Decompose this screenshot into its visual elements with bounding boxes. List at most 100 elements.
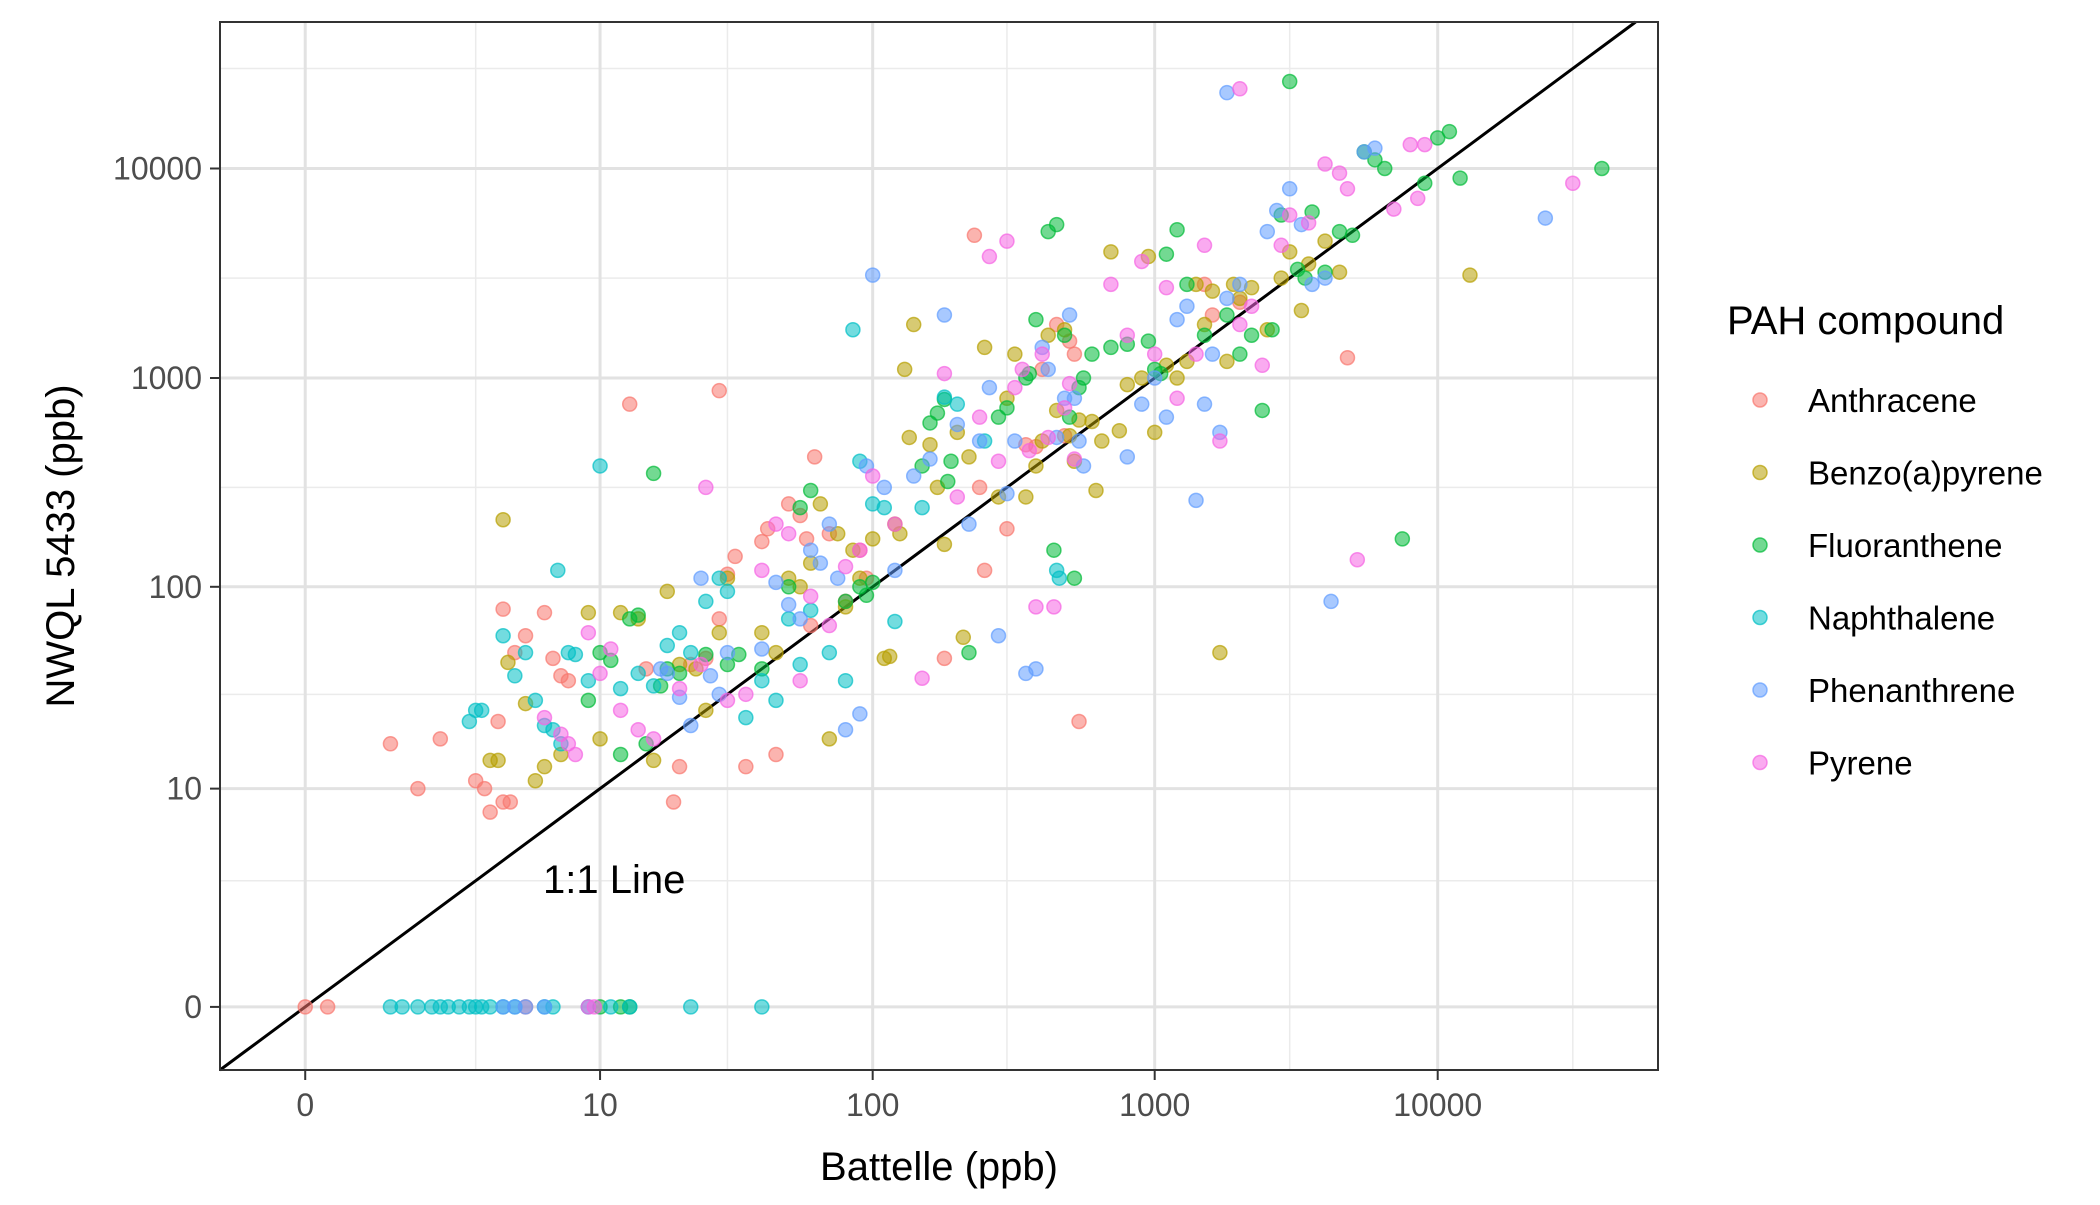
data-point	[1196, 396, 1213, 412]
data-point	[603, 641, 619, 657]
data-point	[1300, 215, 1317, 231]
legend-title: PAH compound	[1727, 299, 2004, 343]
data-point	[922, 451, 938, 467]
data-point	[1051, 570, 1068, 586]
y-tick-label: 0	[184, 989, 202, 1025]
data-point	[940, 473, 956, 490]
data-point	[955, 629, 972, 646]
data-point	[727, 548, 743, 565]
data-point	[754, 562, 770, 579]
data-point	[621, 999, 638, 1015]
plot-panel-border	[219, 21, 1659, 1071]
data-point	[1394, 531, 1411, 547]
x-tick-label: 10000	[1393, 1087, 1482, 1123]
data-point	[711, 611, 728, 627]
data-point	[738, 758, 754, 775]
data-point	[517, 999, 534, 1015]
series-phenanthrene	[495, 84, 1554, 1015]
x-axis-title: Battelle (ppb)	[820, 1145, 1058, 1189]
data-points	[297, 73, 1610, 1015]
legend-label: Naphthalene	[1808, 600, 1995, 637]
data-point	[1046, 542, 1062, 558]
x-tick-label: 100	[846, 1087, 899, 1123]
data-point	[1204, 346, 1221, 362]
data-point	[659, 583, 676, 600]
data-point	[1103, 339, 1119, 356]
data-point	[1040, 429, 1056, 446]
data-point	[507, 668, 523, 684]
data-point	[1409, 190, 1426, 207]
data-point	[1084, 413, 1100, 430]
data-point	[1219, 290, 1235, 307]
data-point	[536, 758, 553, 775]
data-point	[754, 624, 770, 641]
reference-line-group	[219, 20, 1637, 1072]
legend-key	[1752, 464, 1768, 481]
data-point	[1219, 353, 1235, 370]
series-pyrene	[536, 81, 1581, 1015]
data-point	[1071, 713, 1087, 730]
legend-key	[1752, 609, 1768, 626]
data-point	[1048, 216, 1065, 233]
data-point	[887, 613, 903, 630]
data-point	[1119, 449, 1136, 465]
data-point	[999, 233, 1015, 249]
data-point	[1339, 181, 1356, 197]
legend-label: Pyrene	[1808, 745, 1913, 782]
data-point	[645, 678, 662, 694]
data-point	[432, 731, 449, 747]
data-point	[1014, 361, 1031, 378]
data-point	[482, 999, 498, 1015]
data-point	[473, 702, 490, 719]
legend-key	[1752, 754, 1768, 771]
data-point	[1429, 130, 1446, 146]
data-point	[683, 717, 699, 734]
data-point	[659, 637, 676, 654]
data-point	[1212, 644, 1228, 661]
data-point	[719, 644, 736, 661]
data-point	[665, 794, 682, 810]
legend: PAH compound Anthracene Benzo(a)pyrene Flu…	[1727, 299, 2043, 782]
data-point	[1028, 458, 1044, 474]
data-point	[802, 482, 819, 499]
data-point	[410, 999, 426, 1015]
data-point	[864, 531, 881, 547]
data-point	[792, 499, 808, 516]
data-point	[1281, 181, 1298, 197]
data-point	[1232, 346, 1248, 362]
y-tick-label: 10000	[113, 150, 202, 186]
data-point	[612, 746, 629, 763]
x-tick-label: 0	[296, 1087, 314, 1123]
data-point	[1243, 327, 1260, 344]
data-point	[821, 516, 838, 532]
data-point	[768, 746, 784, 763]
data-point	[1204, 283, 1221, 299]
y-tick-label: 1000	[131, 360, 202, 396]
data-point	[845, 321, 861, 338]
data-point	[936, 650, 953, 667]
data-point	[887, 516, 903, 532]
data-point	[495, 601, 511, 617]
data-point	[936, 307, 953, 323]
data-point	[1219, 84, 1235, 101]
data-point	[1140, 333, 1157, 349]
data-point	[1243, 298, 1260, 315]
data-point	[580, 672, 597, 689]
data-point	[990, 453, 1007, 470]
data-point	[490, 752, 506, 769]
legend-label: Phenanthrene	[1808, 672, 2015, 709]
data-point	[876, 499, 893, 516]
data-point	[768, 692, 784, 709]
legend-label: Benzo(a)pyrene	[1808, 455, 2043, 492]
data-point	[896, 361, 913, 378]
data-point	[1134, 396, 1150, 412]
data-point	[1293, 302, 1310, 319]
data-point	[698, 702, 714, 719]
data-point	[864, 468, 881, 484]
data-point	[1349, 551, 1366, 568]
data-point	[592, 458, 608, 474]
data-point	[711, 382, 728, 399]
data-point	[821, 731, 838, 747]
